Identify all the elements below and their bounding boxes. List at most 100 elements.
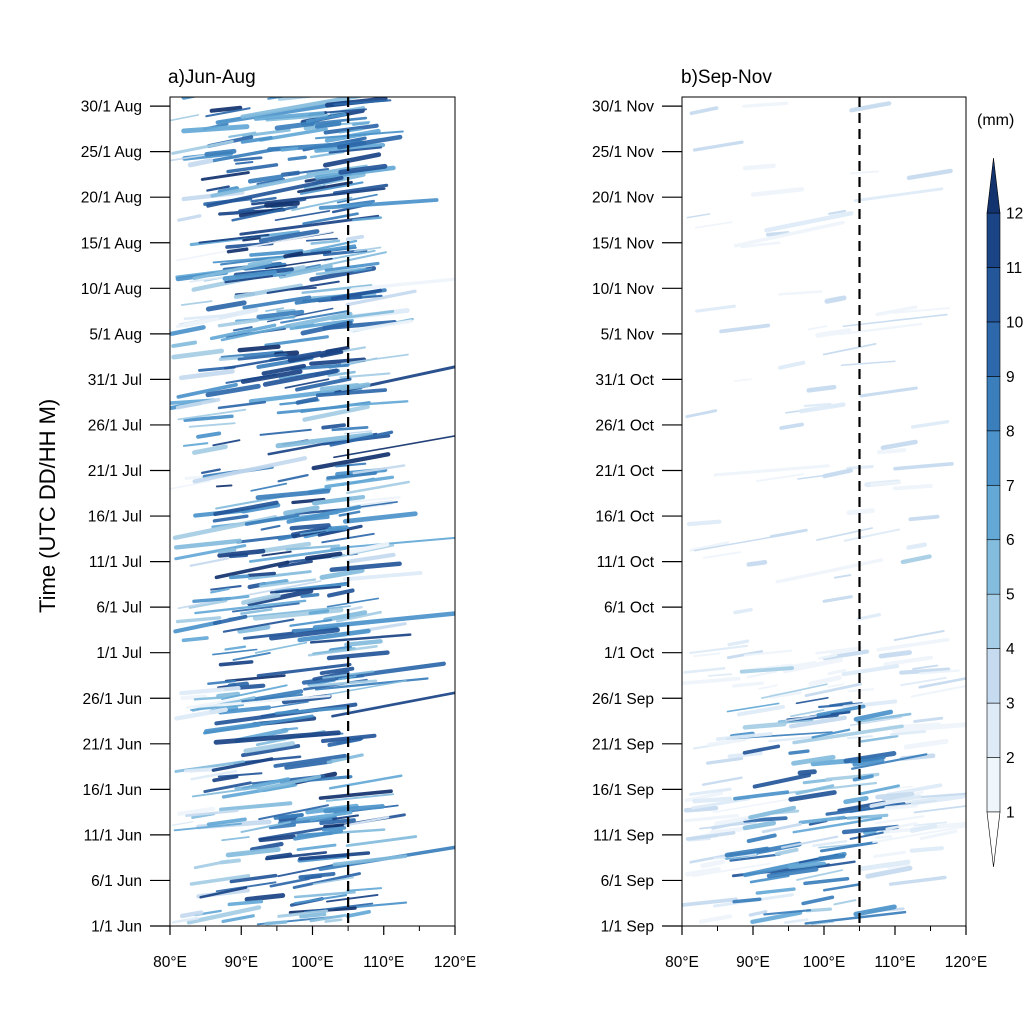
precip-streak <box>846 508 875 516</box>
precip-streak <box>261 363 307 376</box>
precip-streak <box>265 113 329 122</box>
precip-streak <box>241 777 291 791</box>
precip-streak <box>893 307 951 314</box>
y-tick-label: 11/1 Jun <box>84 827 142 844</box>
precip-streak <box>336 193 378 204</box>
precip-streak <box>309 357 367 366</box>
precip-streak <box>919 829 958 841</box>
y-tick-label: 20/1 Aug <box>81 190 142 207</box>
precip-streak <box>742 163 776 171</box>
precip-streak <box>207 679 237 686</box>
precip-streak <box>180 300 213 306</box>
precip-streak <box>171 820 194 827</box>
precip-streak <box>278 813 304 820</box>
precip-streak <box>314 121 342 129</box>
precip-streak <box>906 168 953 181</box>
colorbar-label: 3 <box>1006 696 1015 713</box>
precip-streak <box>726 702 780 713</box>
precip-streak <box>317 524 363 537</box>
precip-streak <box>219 858 241 865</box>
precip-streak <box>707 673 733 677</box>
precip-streak <box>201 468 221 474</box>
precip-streak <box>352 121 370 126</box>
precip-streak <box>273 753 347 768</box>
precip-streak <box>206 185 230 192</box>
precip-streak <box>912 664 939 670</box>
precip-streak <box>188 422 236 428</box>
precip-streak <box>218 547 237 554</box>
precip-streak <box>840 360 896 366</box>
precip-streak <box>346 552 396 564</box>
precip-streak <box>764 211 854 233</box>
precip-streak <box>183 414 234 423</box>
panel-b: 1/1 Sep 6/1 Sep 11/1 Sep 16/1 Sep 21/1 Sep 26… <box>592 96 987 971</box>
precip-streak <box>766 866 819 879</box>
y-tick-label: 30/1 Aug <box>81 99 142 116</box>
precip-streak <box>303 902 374 913</box>
precip-streak <box>274 210 331 222</box>
precip-streak <box>833 574 852 579</box>
precip-streak <box>176 230 333 262</box>
precip-streak <box>231 205 298 222</box>
precip-streak <box>243 741 295 754</box>
precip-streak <box>293 894 348 905</box>
precip-streak <box>811 728 851 739</box>
precip-streak <box>277 863 338 878</box>
y-axis-label: Time (UTC DD/HH M) <box>35 398 60 613</box>
precip-streak <box>237 624 271 634</box>
precip-streak <box>182 442 209 447</box>
precip-streak <box>249 249 304 257</box>
precip-streak <box>217 186 240 195</box>
precip-streak <box>685 866 721 877</box>
precip-streak <box>345 835 418 848</box>
precip-streak <box>344 639 383 647</box>
precip-streak <box>318 198 439 210</box>
precip-streak <box>343 816 390 827</box>
precip-streak <box>265 307 285 312</box>
precip-streak <box>870 480 902 486</box>
precip-streak <box>727 639 750 647</box>
colorbar-max-triangle <box>986 157 1001 214</box>
precip-streak <box>830 710 851 716</box>
precip-streak <box>180 694 208 701</box>
precip-streak <box>264 200 300 208</box>
colorbar-box <box>986 539 1001 595</box>
precip-streak <box>780 835 839 849</box>
precip-streak <box>300 320 353 336</box>
precip-streak <box>893 629 945 642</box>
precip-streak <box>224 674 286 683</box>
precip-streak <box>314 130 404 140</box>
precip-streak <box>878 650 912 659</box>
precip-streak <box>251 187 386 206</box>
precip-streak <box>327 370 356 377</box>
precip-streak <box>229 209 255 214</box>
precip-streak <box>212 774 239 783</box>
precip-streak <box>233 283 304 300</box>
precip-streak <box>213 730 341 745</box>
precip-streak <box>254 641 308 654</box>
precip-streak <box>686 213 711 219</box>
precip-streak <box>875 791 915 800</box>
precip-streak <box>297 180 353 194</box>
x-tick-label: 100°E <box>291 954 333 971</box>
precip-streak <box>350 277 455 292</box>
y-tick-label: 6/1 Oct <box>604 600 655 617</box>
precip-streak <box>269 585 342 594</box>
precip-streak <box>692 862 771 878</box>
precip-streak <box>846 813 889 820</box>
precip-streak <box>256 662 352 678</box>
precip-streak <box>328 774 403 790</box>
precip-streak <box>329 561 402 573</box>
precip-streak <box>203 781 252 794</box>
precip-streak <box>277 560 313 569</box>
y-tick-label: 5/1 Nov <box>601 326 655 343</box>
precip-streak <box>719 323 771 334</box>
precip-streak <box>228 131 257 138</box>
precip-streak <box>890 730 927 736</box>
precip-streak <box>798 815 846 825</box>
precip-streak <box>765 231 790 237</box>
precip-streak <box>293 829 344 841</box>
precip-streak <box>822 595 853 603</box>
precip-streak <box>309 633 412 644</box>
